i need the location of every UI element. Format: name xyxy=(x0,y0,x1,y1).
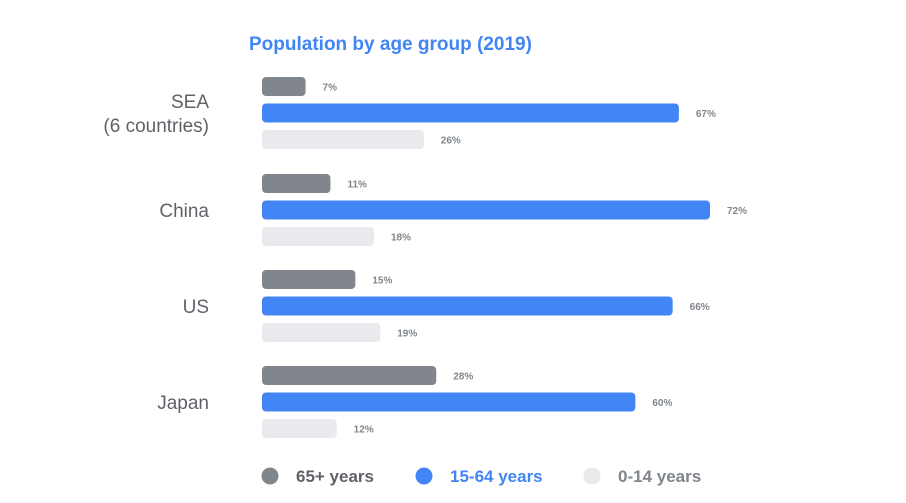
bar-japan-0 xyxy=(262,366,437,385)
value-label: 67% xyxy=(696,109,716,120)
value-label: 12% xyxy=(354,425,374,436)
bars-layer: 7% 67% 26% 11% 72% 18% 15% 66% 19% 28% 60% 12% xyxy=(262,77,747,438)
value-label: 28% xyxy=(453,372,473,383)
legend-marker xyxy=(583,467,601,485)
value-label: 18% xyxy=(391,233,411,244)
legend: 65+ years 15-64 years 0-14 years xyxy=(261,467,701,486)
category-label: China xyxy=(159,201,209,222)
value-label: 72% xyxy=(727,206,747,217)
bar-china-1 xyxy=(262,200,710,220)
bar-japan-2 xyxy=(262,419,337,438)
chart-title: Population by age group (2019) xyxy=(249,34,532,55)
category-labels: SEA (6 countries) China US Japan xyxy=(103,92,209,414)
value-label: 66% xyxy=(690,302,710,313)
value-label: 7% xyxy=(323,83,338,94)
legend-label: 65+ years xyxy=(296,467,374,486)
bar-sea-2 xyxy=(262,130,424,149)
value-label: 15% xyxy=(372,276,392,287)
value-label: 60% xyxy=(652,398,672,409)
bar-sea-1 xyxy=(262,103,679,123)
bar-us-2 xyxy=(262,323,381,342)
value-label: 11% xyxy=(347,180,367,191)
category-label: Japan xyxy=(157,393,209,414)
bar-china-2 xyxy=(262,227,374,246)
bar-japan-1 xyxy=(262,392,636,412)
legend-marker xyxy=(261,467,279,485)
bar-us-1 xyxy=(262,296,673,316)
category-label: US xyxy=(183,297,209,318)
legend-label: 15-64 years xyxy=(450,467,543,486)
bar-sea-0 xyxy=(262,77,306,96)
value-label: 26% xyxy=(441,136,461,147)
bar-china-0 xyxy=(262,174,331,193)
bar-us-0 xyxy=(262,270,356,289)
category-label: SEA (6 countries) xyxy=(103,92,209,137)
legend-label: 0-14 years xyxy=(618,467,701,486)
value-label: 19% xyxy=(397,329,417,340)
legend-marker xyxy=(415,467,433,485)
